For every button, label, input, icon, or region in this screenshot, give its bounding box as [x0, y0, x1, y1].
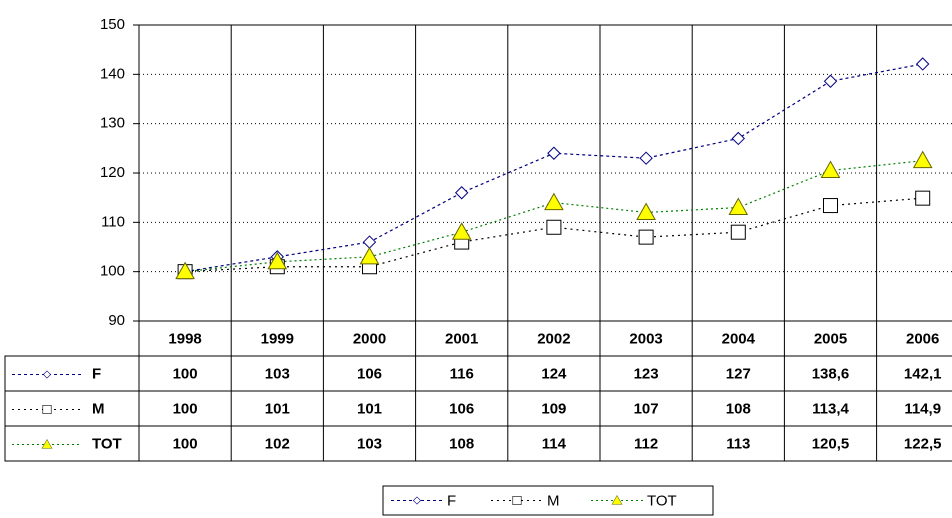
marker	[912, 150, 933, 169]
marker	[359, 246, 380, 265]
y-tick-label: 100	[100, 263, 125, 280]
data-table-value: 102	[265, 435, 290, 452]
marker	[175, 261, 195, 280]
data-table-value: 114,9	[904, 400, 941, 417]
y-tick-label: 140	[100, 65, 125, 82]
data-table-value: 142,1	[904, 365, 942, 382]
marker	[823, 74, 838, 88]
data-table-value: 100	[173, 435, 198, 452]
marker	[915, 190, 931, 206]
marker	[512, 495, 522, 505]
x-tick-label: 2002	[537, 330, 570, 347]
data-table-value: 103	[265, 365, 290, 382]
marker	[41, 438, 53, 449]
x-tick-label: 2006	[906, 330, 939, 347]
marker	[454, 186, 469, 200]
data-table-value: 124	[541, 365, 567, 382]
data-table-value: 106	[449, 400, 474, 417]
data-table-value: 116	[450, 365, 474, 382]
x-tick-label: 2005	[814, 330, 847, 347]
marker	[42, 404, 52, 414]
y-tick-label: 130	[100, 115, 125, 132]
series-line	[185, 63, 923, 273]
marker	[451, 222, 472, 240]
marker	[42, 370, 52, 379]
marker	[730, 224, 746, 240]
data-table-value: 113,4	[812, 400, 849, 417]
data-table-value: 107	[634, 400, 659, 417]
marker	[915, 57, 930, 71]
data-table-value: 138,6	[812, 365, 850, 382]
data-table-value: 100	[173, 365, 198, 382]
marker	[636, 202, 656, 220]
data-table-value: 127	[726, 365, 751, 382]
marker	[731, 131, 746, 146]
x-tick-label: 2000	[353, 330, 386, 347]
series-line	[185, 160, 923, 273]
marker	[728, 197, 749, 216]
marker	[547, 146, 561, 160]
data-table-value: 122,5	[904, 435, 942, 452]
x-tick-label: 1998	[168, 330, 201, 347]
y-tick-label: 110	[101, 213, 125, 230]
x-tick-label: 1999	[261, 330, 294, 347]
data-table-value: 100	[173, 400, 198, 417]
legend-label: F	[447, 492, 456, 509]
data-table-value: 120,5	[812, 435, 850, 452]
data-table-value: 101	[265, 400, 290, 417]
data-table-value: 114	[542, 435, 567, 452]
marker	[544, 192, 564, 211]
marker	[267, 251, 288, 270]
marker	[639, 151, 653, 165]
marker	[638, 229, 654, 245]
data-table-value: 108	[726, 400, 751, 417]
legend-label: M	[547, 492, 560, 509]
marker	[362, 235, 377, 249]
data-table-body	[4, 355, 952, 462]
data-table-value: 106	[357, 365, 382, 382]
marker	[412, 496, 422, 505]
row-label: M	[92, 400, 105, 417]
data-table-value: 103	[357, 435, 382, 452]
marker	[823, 198, 838, 214]
x-tick-label: 2004	[722, 330, 756, 347]
data-table-value: 109	[541, 400, 566, 417]
data-table-value: 108	[449, 435, 474, 452]
x-tick-label: 2003	[629, 330, 662, 347]
marker	[546, 219, 562, 235]
row-label: TOT	[92, 435, 122, 452]
y-tick-label: 90	[108, 312, 125, 329]
legend-box	[382, 485, 714, 516]
legend-label: TOT	[647, 492, 677, 509]
row-label: F	[92, 365, 101, 382]
data-table-value: 101	[357, 400, 382, 417]
data-table-value: 123	[634, 365, 659, 382]
data-table-value: 112	[634, 435, 658, 452]
y-tick-label: 150	[100, 16, 125, 33]
x-tick-label: 2001	[445, 330, 478, 347]
data-table-value: 113	[726, 435, 750, 452]
marker	[611, 494, 623, 505]
marker	[820, 160, 841, 179]
y-tick-label: 120	[100, 164, 125, 181]
